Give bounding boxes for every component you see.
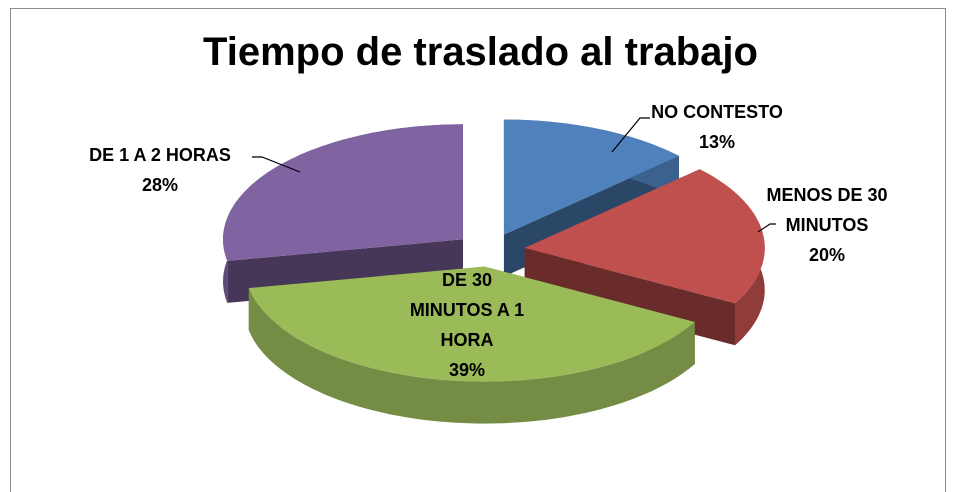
data-label: DE 1 A 2 HORAS 28% — [60, 140, 260, 200]
percent-label: 13% — [698, 132, 736, 152]
percent-label: 20% — [808, 245, 846, 265]
slice-top — [223, 124, 463, 261]
percent-label: 39% — [448, 360, 486, 380]
leader-lines — [252, 117, 776, 233]
leader-line — [611, 117, 650, 153]
category-label: DE 1 A 2 HORAS — [89, 145, 231, 165]
slice-top — [503, 119, 679, 235]
chart-frame — [10, 8, 946, 492]
pie-slice — [524, 169, 765, 346]
pie-slice — [248, 266, 695, 424]
category-label: MENOS DE 30 MINUTOS — [766, 185, 888, 235]
data-label: MENOS DE 30 MINUTOS 20% — [752, 180, 902, 270]
slice-wall — [248, 288, 695, 424]
slice-top — [524, 169, 765, 304]
data-label: DE 30 MINUTOS A 1 HORA 39% — [402, 265, 532, 385]
category-label: DE 30 MINUTOS A 1 HORA — [409, 270, 525, 350]
chart-title: Tiempo de traslado al trabajo — [203, 30, 758, 74]
leader-line — [757, 223, 776, 233]
data-label: NO CONTESTO 13% — [627, 97, 807, 157]
percent-label: 28% — [141, 175, 179, 195]
leader-line — [252, 156, 301, 173]
category-label: NO CONTESTO — [651, 102, 783, 122]
slice-top — [248, 266, 695, 382]
